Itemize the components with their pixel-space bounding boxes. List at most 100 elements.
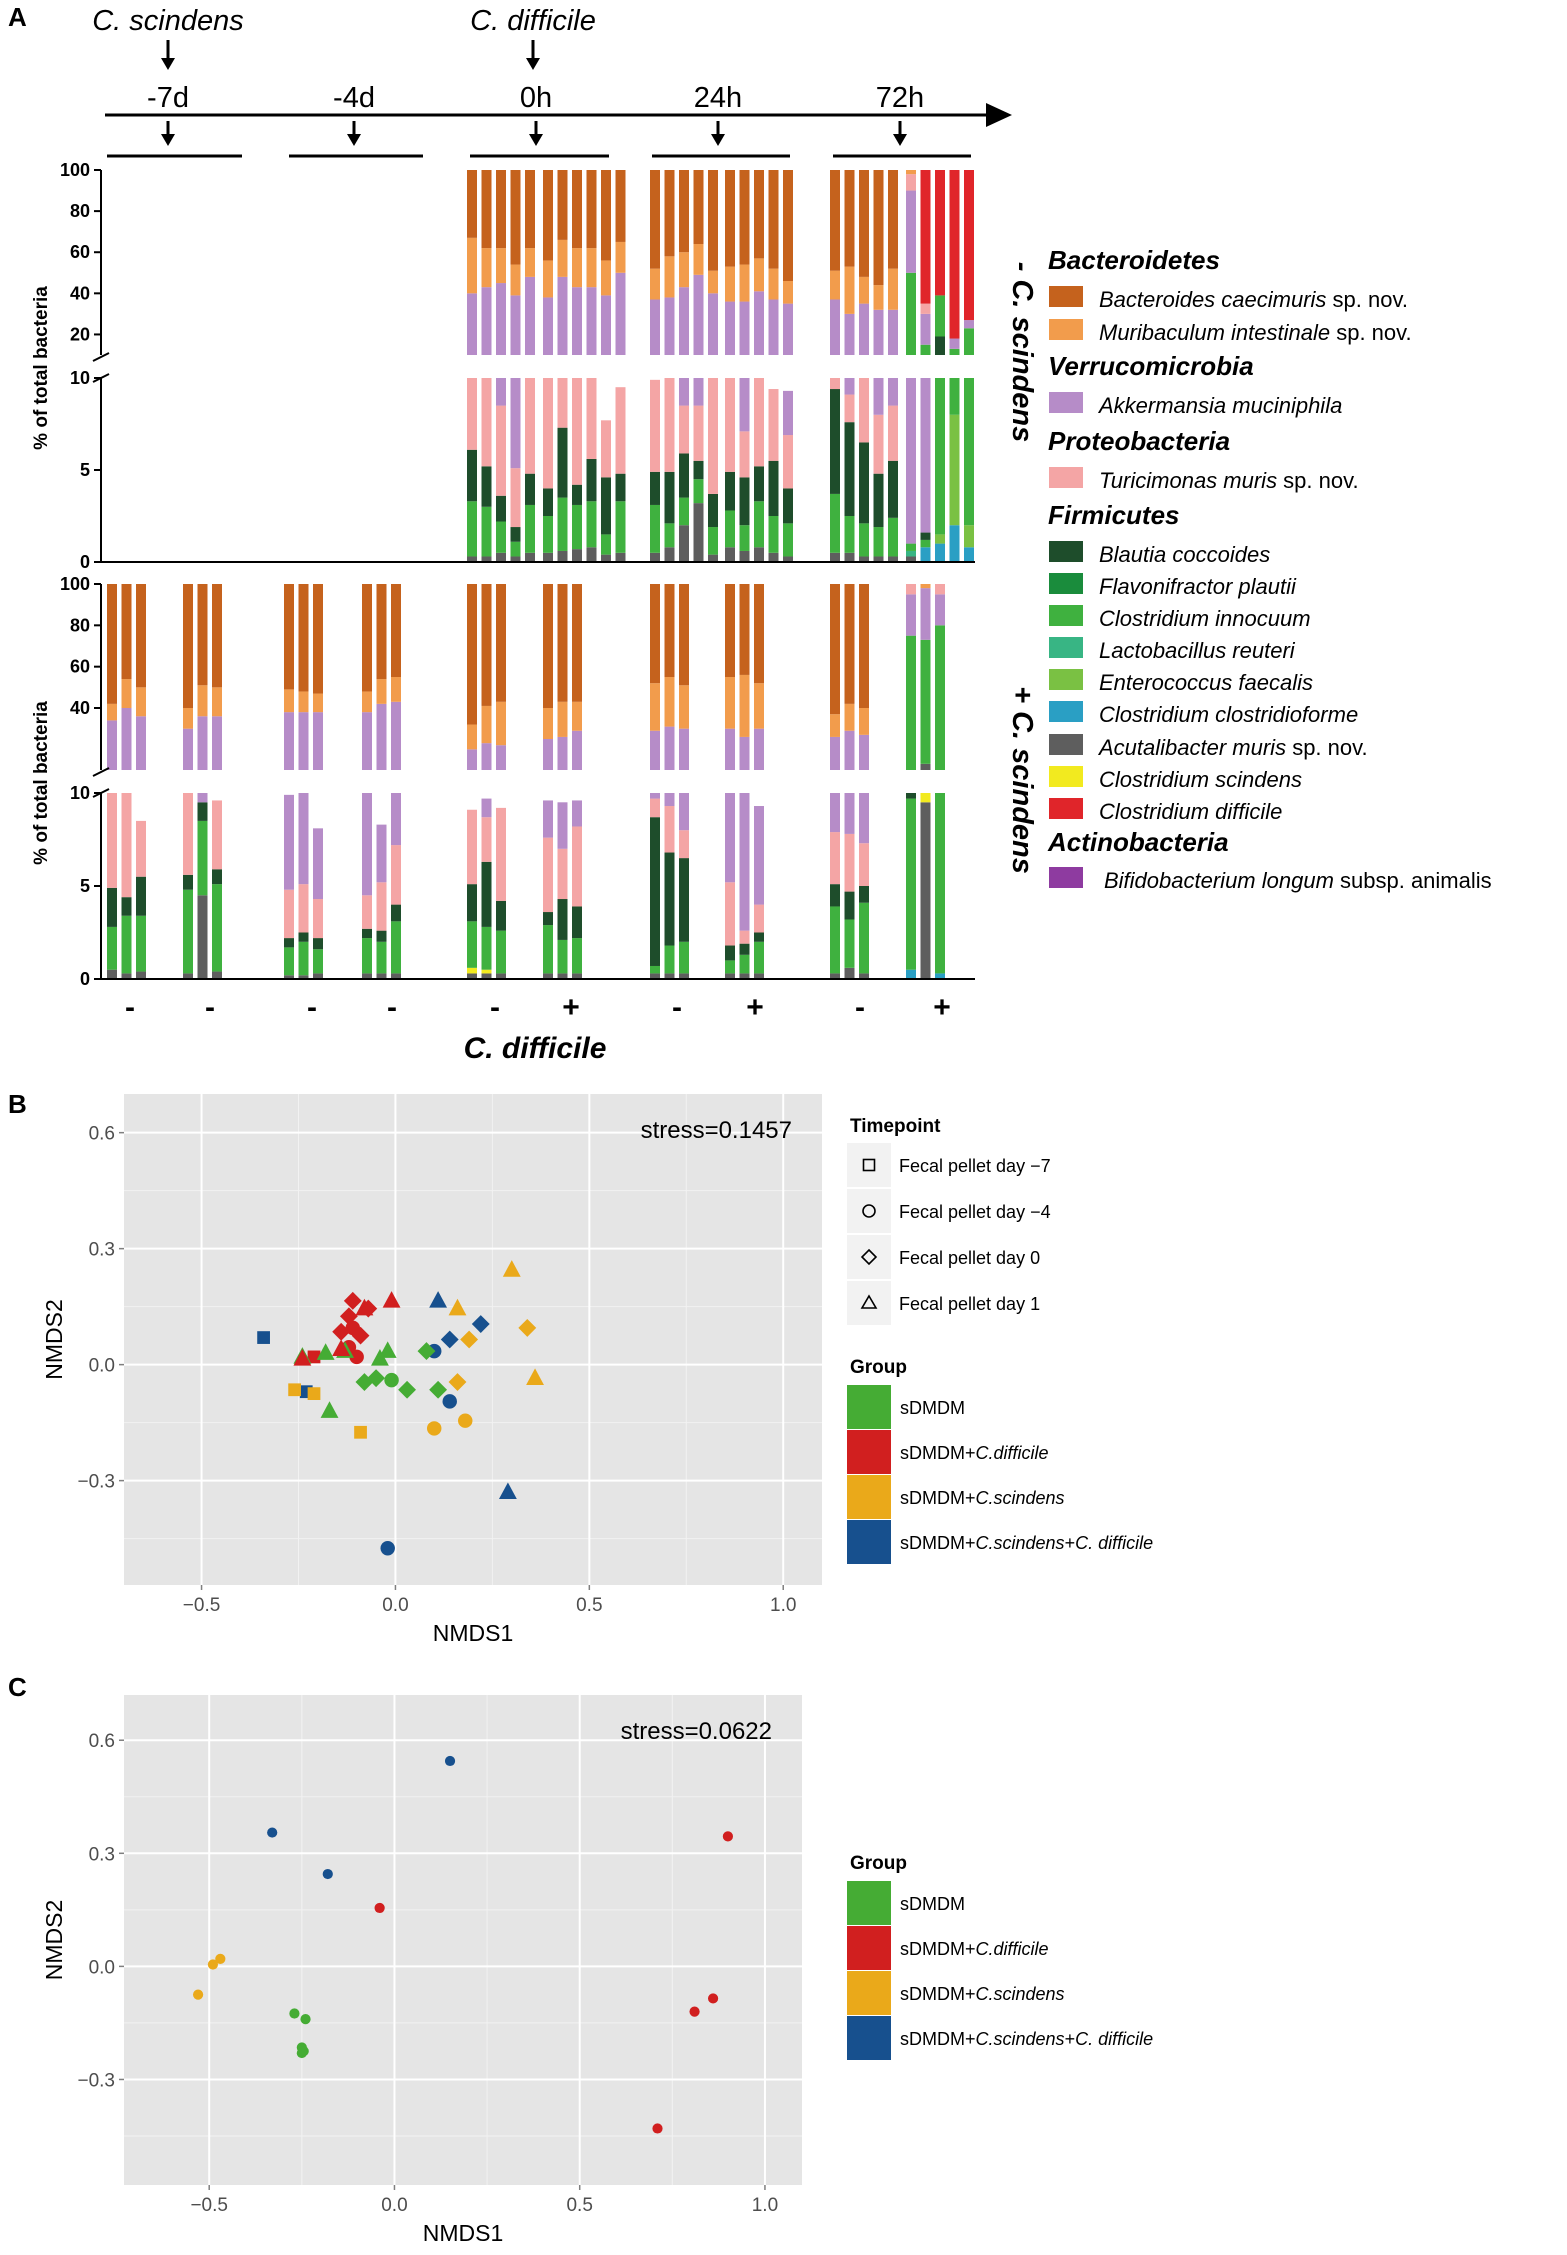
bar-segment <box>183 584 193 708</box>
legend-shape-circle <box>862 1204 876 1218</box>
bar-segment <box>543 800 553 838</box>
bar-segment <box>601 534 611 555</box>
legend-taxon: Clostridium innocuum <box>1099 606 1311 631</box>
point-triangle <box>378 1341 397 1358</box>
bar-segment <box>572 973 582 979</box>
legend-taxon: Turicimonas muris sp. nov. <box>1099 468 1359 493</box>
y-tick-label: 0.0 <box>89 1957 115 1978</box>
bar-segment <box>183 708 193 729</box>
bar-segment <box>859 708 869 735</box>
bar-segment <box>754 904 764 933</box>
bar-segment <box>572 504 582 550</box>
bar-segment <box>754 466 764 502</box>
bar-segment <box>783 390 793 436</box>
bar-segment <box>664 584 675 677</box>
y-axis-label: NMDS2 <box>41 1900 67 1981</box>
bar-segment <box>650 793 660 799</box>
bar-segment <box>572 287 582 355</box>
bar-segment <box>284 947 294 976</box>
bar-segment <box>481 248 492 288</box>
bar-segment <box>467 237 477 294</box>
bar-segment <box>739 943 750 955</box>
bar-segment <box>183 973 193 979</box>
bar-segment <box>830 736 840 770</box>
bar-segment <box>650 471 660 505</box>
bar-segment <box>873 527 884 557</box>
bar-segment <box>313 584 323 694</box>
point-triangle <box>371 1349 389 1366</box>
bar-segment <box>679 830 689 859</box>
bar-segment <box>964 525 974 548</box>
bar-segment <box>650 268 660 300</box>
bar-segment <box>467 809 477 885</box>
bar-segment <box>481 466 492 507</box>
legend-timepoint-label: Fecal pellet day 1 <box>899 1294 1040 1314</box>
bar-segment <box>920 793 931 803</box>
panel-c-nmds: −0.5 0.0 0.5 1.0 −0.3 0.0 0.3 0.6 NMDS1 NMDS2 stre… <box>41 1695 802 2246</box>
bar-segment <box>920 763 931 770</box>
bar-segment <box>693 503 704 562</box>
bar-segment <box>543 837 553 913</box>
bar-segment <box>830 378 840 390</box>
bar-segment <box>768 268 779 300</box>
bar-segment <box>121 793 132 898</box>
point-circle <box>722 1831 734 1842</box>
bar-segment <box>783 303 793 355</box>
difficile-mark: - <box>205 991 215 1024</box>
point-diamond <box>471 1315 490 1333</box>
bar-segment <box>496 745 506 770</box>
bar-segment <box>212 869 222 885</box>
bar-segment <box>888 170 898 269</box>
bar-segment <box>650 584 660 684</box>
bar-segment <box>830 832 840 885</box>
y-tick-label: 0.6 <box>89 1731 115 1752</box>
bar-segment <box>830 884 840 907</box>
stress-annotation: stress=0.0622 <box>621 1718 772 1745</box>
bar-segment <box>935 543 945 562</box>
scindens-arrow-label: C. scindens <box>92 5 244 37</box>
point-diamond <box>448 1373 467 1391</box>
legend-group-part: C.difficile <box>976 1443 1049 1463</box>
bar-segment <box>496 283 506 355</box>
bar-segment <box>496 405 506 496</box>
bar-segment <box>920 344 931 355</box>
bar-segment <box>183 793 193 875</box>
bar-segment <box>754 806 764 905</box>
legend-swatch <box>1049 637 1083 658</box>
bar-segment <box>543 552 553 562</box>
legend-taxon: Akkermansia muciniphila <box>1097 393 1342 418</box>
bar-segment <box>679 685 689 729</box>
legend-taxon-suffix: sp. nov. <box>1277 468 1359 493</box>
bar-segment <box>906 969 916 979</box>
bar-segment <box>739 674 750 737</box>
bar-segment <box>197 793 208 803</box>
point-circle <box>444 1755 456 1767</box>
bar-segment <box>543 912 553 926</box>
bar-segment <box>859 584 869 708</box>
difficile-mark: + <box>746 991 764 1024</box>
bar-segment <box>572 800 582 827</box>
bar-segment <box>107 720 117 770</box>
bar-segment <box>873 309 884 355</box>
y-tick-label: 0.6 <box>89 1124 115 1145</box>
bar-segment <box>481 798 492 818</box>
point-diamond <box>367 1369 385 1388</box>
bar-segment <box>906 793 916 799</box>
taxa-legend: Bacteroidetes Bacteroides caecimuris sp. … <box>1047 245 1492 893</box>
bar-segment <box>650 817 660 966</box>
timepoint-label: 24h <box>694 82 742 114</box>
bar-segment <box>298 712 309 770</box>
bar-segment <box>754 170 764 259</box>
bar-segment <box>572 730 582 770</box>
timepoint-arrowhead <box>161 134 175 146</box>
bar-segment <box>313 828 323 900</box>
legend-taxon-name: Clostridium clostridioforme <box>1099 702 1358 727</box>
bar-segment <box>679 584 689 686</box>
bar-segment <box>725 378 735 472</box>
timepoint-arrowhead <box>893 134 907 146</box>
bar-segment <box>888 556 898 562</box>
timepoint-arrowhead <box>347 134 361 146</box>
x-tick-label: 0.5 <box>566 2195 592 2216</box>
bar-segment <box>859 303 869 355</box>
